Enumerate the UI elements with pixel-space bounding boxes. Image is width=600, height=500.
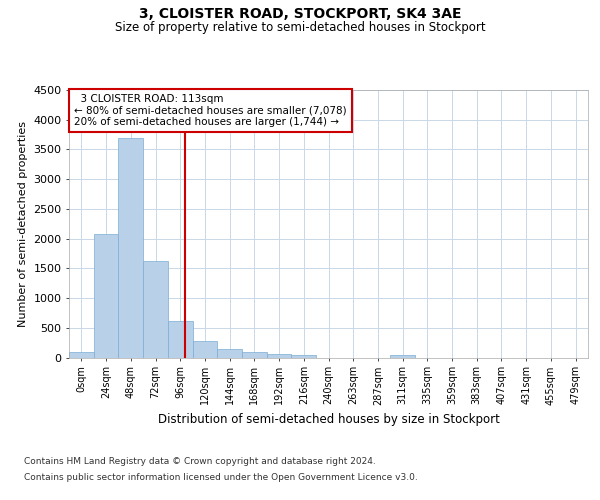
Text: 3, CLOISTER ROAD, STOCKPORT, SK4 3AE: 3, CLOISTER ROAD, STOCKPORT, SK4 3AE [139, 8, 461, 22]
Bar [94, 234, 118, 358]
Bar [118, 138, 143, 358]
Bar [390, 356, 415, 358]
Text: Contains public sector information licensed under the Open Government Licence v3: Contains public sector information licen… [24, 472, 418, 482]
Text: Size of property relative to semi-detached houses in Stockport: Size of property relative to semi-detach… [115, 21, 485, 34]
Bar [242, 352, 267, 358]
Y-axis label: Number of semi-detached properties: Number of semi-detached properties [17, 120, 28, 327]
Text: Distribution of semi-detached houses by size in Stockport: Distribution of semi-detached houses by … [158, 412, 500, 426]
Bar [143, 261, 168, 358]
Bar [168, 320, 193, 358]
Bar [217, 349, 242, 358]
Bar [292, 356, 316, 358]
Bar [69, 352, 94, 358]
Bar [193, 340, 217, 357]
Text: 3 CLOISTER ROAD: 113sqm
← 80% of semi-detached houses are smaller (7,078)
20% of: 3 CLOISTER ROAD: 113sqm ← 80% of semi-de… [74, 94, 347, 127]
Bar [267, 354, 292, 358]
Text: Contains HM Land Registry data © Crown copyright and database right 2024.: Contains HM Land Registry data © Crown c… [24, 458, 376, 466]
